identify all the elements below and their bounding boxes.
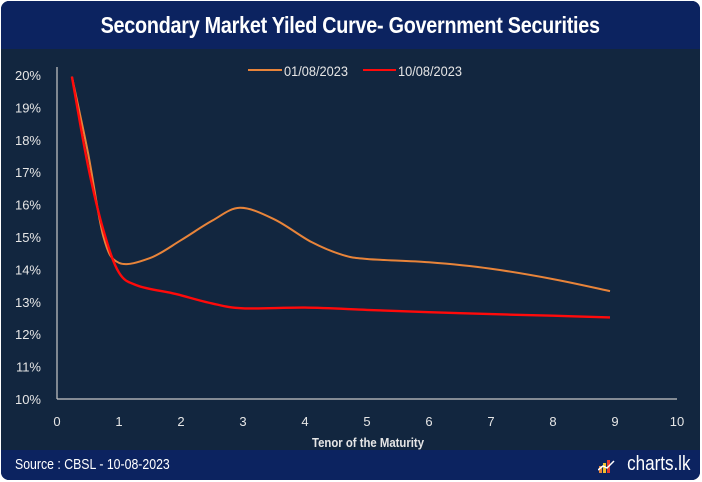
x-tick-label: 9 [611,414,618,429]
y-tick-label: 20% [15,68,41,83]
x-tick-label: 2 [177,414,184,429]
axes [56,67,677,400]
x-tick-label: 4 [301,414,308,429]
footer: Source : CBSL - 10-08-2023 charts.lk [1,450,700,480]
y-tick-label: 18% [15,133,41,148]
y-tick-label: 16% [15,198,41,213]
x-tick-label: 10 [670,414,684,429]
y-tick-label: 12% [15,327,41,342]
y-tick-label: 11% [16,360,41,375]
source-note: Source : CBSL - 10-08-2023 [15,456,170,473]
x-axis-ticks: 0 1 2 3 4 5 6 7 8 9 10 [53,414,684,429]
bar-chart-logo-icon [597,459,615,473]
x-tick-label: 7 [487,414,494,429]
brand-name: charts.lk [626,453,690,475]
x-tick-label: 0 [53,414,60,429]
x-tick-label: 6 [425,414,432,429]
series-line-1 [70,76,611,293]
y-tick-label: 10% [15,392,41,407]
brand-logo[interactable]: charts.lk [597,453,690,476]
title-bar: Secondary Market Yiled Curve- Government… [1,1,700,49]
x-tick-label: 1 [115,414,122,429]
y-tick-label: 19% [15,100,41,115]
legend: 01/08/2023 10/08/2023 [248,63,462,79]
legend-label-series-2: 10/08/2023 [398,63,462,79]
x-axis-label: Tenor of the Maturity [312,435,425,450]
y-tick-label: 14% [15,262,41,277]
x-tick-label: 3 [239,414,246,429]
legend-label-series-1: 01/08/2023 [284,63,348,79]
y-tick-label: 15% [15,230,41,245]
chart-title: Secondary Market Yiled Curve- Government… [100,11,601,38]
y-tick-label: 13% [15,295,41,310]
series-lines [70,76,611,319]
x-tick-label: 8 [549,414,556,429]
series-line-2 [70,76,611,319]
y-tick-label: 17% [15,165,41,180]
x-tick-label: 5 [363,414,370,429]
y-axis-ticks: 10% 11% 12% 13% 14% 15% 16% 17% 18% 19% 20% [15,68,41,407]
chart-area: 01/08/2023 10/08/2023 10% 11% 12% 13% 14% 15%… [15,63,684,450]
